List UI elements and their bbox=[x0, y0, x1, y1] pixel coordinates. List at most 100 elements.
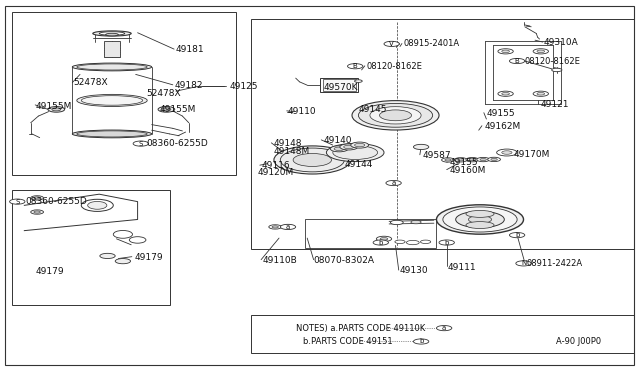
Ellipse shape bbox=[466, 222, 494, 228]
Text: b: b bbox=[379, 240, 383, 246]
Ellipse shape bbox=[280, 148, 344, 172]
Ellipse shape bbox=[31, 196, 44, 200]
Text: 49155M: 49155M bbox=[160, 105, 196, 114]
Ellipse shape bbox=[370, 107, 421, 124]
Ellipse shape bbox=[413, 339, 429, 344]
Ellipse shape bbox=[93, 31, 131, 36]
Text: 49181: 49181 bbox=[176, 45, 205, 54]
Ellipse shape bbox=[77, 131, 147, 137]
Text: 52478X: 52478X bbox=[146, 89, 180, 98]
Ellipse shape bbox=[280, 224, 296, 230]
Text: A-90 J00P0: A-90 J00P0 bbox=[556, 337, 601, 346]
Text: 52478X: 52478X bbox=[74, 78, 108, 87]
Ellipse shape bbox=[420, 240, 431, 244]
Ellipse shape bbox=[373, 240, 388, 245]
Ellipse shape bbox=[344, 145, 354, 149]
Ellipse shape bbox=[158, 106, 175, 112]
Ellipse shape bbox=[106, 33, 118, 36]
Ellipse shape bbox=[498, 49, 513, 54]
Ellipse shape bbox=[330, 146, 348, 152]
Ellipse shape bbox=[445, 159, 451, 161]
Ellipse shape bbox=[31, 210, 44, 214]
Ellipse shape bbox=[488, 157, 500, 161]
Ellipse shape bbox=[293, 154, 332, 166]
Text: 49116: 49116 bbox=[261, 161, 290, 170]
Bar bbox=[104, 41, 120, 57]
Ellipse shape bbox=[10, 199, 25, 204]
Ellipse shape bbox=[491, 158, 497, 160]
Ellipse shape bbox=[115, 259, 131, 264]
Ellipse shape bbox=[334, 147, 344, 151]
Text: 49140: 49140 bbox=[323, 136, 352, 145]
Ellipse shape bbox=[502, 151, 512, 154]
Ellipse shape bbox=[348, 64, 363, 69]
Text: 49148M: 49148M bbox=[274, 147, 310, 155]
Bar bbox=[251, 315, 634, 353]
Ellipse shape bbox=[100, 253, 115, 259]
Text: 49110B: 49110B bbox=[262, 256, 297, 265]
Ellipse shape bbox=[502, 93, 509, 95]
Text: 49144: 49144 bbox=[344, 160, 372, 169]
Text: 49145: 49145 bbox=[358, 105, 387, 114]
Ellipse shape bbox=[533, 91, 548, 96]
Ellipse shape bbox=[439, 240, 454, 245]
Ellipse shape bbox=[509, 58, 525, 64]
Text: 08911-2422A: 08911-2422A bbox=[526, 259, 582, 268]
Ellipse shape bbox=[480, 158, 486, 161]
Text: 49120M: 49120M bbox=[258, 169, 294, 177]
Text: 49125: 49125 bbox=[229, 82, 258, 91]
Text: 49170M: 49170M bbox=[514, 150, 550, 159]
Text: 49310A: 49310A bbox=[544, 38, 579, 47]
Text: V: V bbox=[389, 41, 394, 47]
Bar bbox=[12, 12, 236, 175]
Text: NOTES) a.PARTS CODE 49110K: NOTES) a.PARTS CODE 49110K bbox=[296, 324, 425, 333]
Ellipse shape bbox=[52, 108, 61, 111]
Ellipse shape bbox=[454, 158, 467, 162]
Ellipse shape bbox=[533, 49, 548, 54]
Ellipse shape bbox=[497, 149, 517, 156]
Text: 08070-8302A: 08070-8302A bbox=[314, 256, 374, 265]
Ellipse shape bbox=[406, 240, 419, 245]
Text: b.PARTS CODE 49151: b.PARTS CODE 49151 bbox=[303, 337, 392, 346]
Ellipse shape bbox=[333, 145, 378, 160]
Ellipse shape bbox=[477, 157, 490, 162]
Ellipse shape bbox=[384, 41, 399, 46]
Ellipse shape bbox=[468, 216, 492, 223]
Text: 08120-8162E: 08120-8162E bbox=[366, 62, 422, 71]
Text: 49162M: 49162M bbox=[484, 122, 521, 131]
Ellipse shape bbox=[469, 158, 476, 161]
Text: 49111: 49111 bbox=[448, 263, 477, 272]
Ellipse shape bbox=[466, 157, 479, 162]
Bar bbox=[305, 219, 436, 248]
Ellipse shape bbox=[466, 211, 494, 217]
Text: 08915-2401A: 08915-2401A bbox=[403, 39, 460, 48]
Ellipse shape bbox=[113, 231, 132, 238]
Text: b: b bbox=[419, 339, 423, 344]
Ellipse shape bbox=[282, 225, 294, 229]
Text: 49179: 49179 bbox=[134, 253, 163, 262]
Ellipse shape bbox=[48, 106, 65, 112]
Ellipse shape bbox=[351, 142, 369, 148]
Text: N: N bbox=[521, 260, 526, 266]
Ellipse shape bbox=[516, 261, 531, 266]
Ellipse shape bbox=[458, 159, 464, 161]
Ellipse shape bbox=[413, 144, 429, 150]
Text: 49570K: 49570K bbox=[323, 83, 358, 92]
Text: 49160M: 49160M bbox=[449, 166, 486, 175]
Ellipse shape bbox=[340, 144, 358, 150]
Ellipse shape bbox=[537, 93, 545, 95]
Ellipse shape bbox=[352, 100, 439, 130]
Ellipse shape bbox=[380, 238, 388, 240]
Ellipse shape bbox=[162, 108, 171, 111]
Text: 49155: 49155 bbox=[486, 109, 515, 118]
Text: b: b bbox=[445, 240, 449, 246]
Ellipse shape bbox=[129, 237, 146, 243]
Ellipse shape bbox=[436, 205, 524, 234]
Ellipse shape bbox=[552, 68, 562, 72]
Text: 49130: 49130 bbox=[400, 266, 429, 275]
Ellipse shape bbox=[72, 63, 152, 71]
Text: 08120-8162E: 08120-8162E bbox=[525, 57, 580, 66]
Text: a: a bbox=[442, 325, 446, 331]
Ellipse shape bbox=[509, 232, 525, 238]
Ellipse shape bbox=[386, 180, 401, 186]
